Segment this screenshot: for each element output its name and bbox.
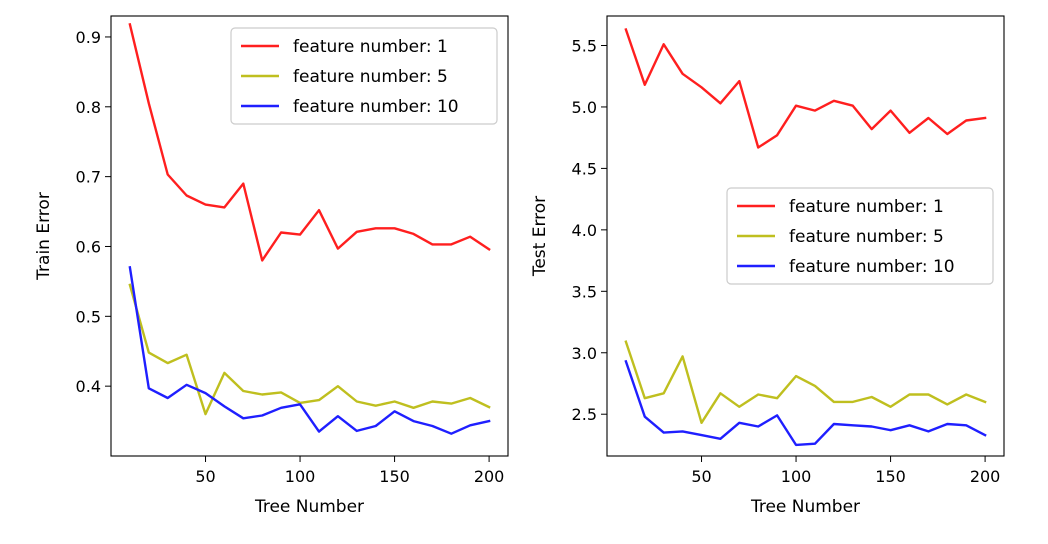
axes-frame bbox=[606, 15, 1005, 457]
legend-label-2: feature number: 5 bbox=[789, 227, 944, 247]
y-axis-label: Test Error bbox=[530, 196, 550, 277]
x-tick-label: 200 bbox=[970, 467, 1001, 486]
series-line-2 bbox=[624, 340, 987, 424]
series-line-1 bbox=[624, 27, 987, 149]
y-tick-label: 0.9 bbox=[76, 28, 101, 47]
y-tick-label: 2.5 bbox=[572, 405, 597, 424]
legend-label-2: feature number: 5 bbox=[293, 67, 448, 87]
legend: feature number: 1 feature number: 5 featur… bbox=[726, 187, 994, 285]
series-line-3 bbox=[128, 266, 491, 435]
y-tick-label: 0.8 bbox=[76, 98, 101, 117]
y-tick-label: 5.0 bbox=[572, 98, 597, 117]
legend-box bbox=[230, 27, 498, 125]
x-tick-label: 150 bbox=[875, 467, 906, 486]
series-line-1 bbox=[128, 22, 491, 262]
x-axis-label: Tree Number bbox=[750, 497, 860, 517]
y-tick-label: 0.7 bbox=[76, 168, 101, 187]
legend-label-3: feature number: 10 bbox=[293, 97, 459, 117]
y-tick-label: 0.6 bbox=[76, 237, 101, 256]
legend-box bbox=[726, 187, 994, 285]
y-tick-label: 0.4 bbox=[76, 377, 101, 396]
x-axis-label: Tree Number bbox=[254, 497, 364, 517]
y-tick-label: 0.5 bbox=[76, 307, 101, 326]
chart-panel-2: 50 100 150 200 2.5 3.0 3.5 4.0 4.5 5.0 5.5 Tree Num… bbox=[530, 15, 1005, 517]
x-tick-label: 50 bbox=[195, 467, 215, 486]
x-tick-label: 100 bbox=[781, 467, 812, 486]
series-line-3 bbox=[624, 359, 987, 447]
series-line-2 bbox=[128, 283, 491, 416]
y-tick-label: 4.0 bbox=[572, 221, 597, 240]
legend-label-3: feature number: 10 bbox=[789, 257, 955, 277]
y-tick-label: 3.0 bbox=[572, 344, 597, 363]
legend-label-1: feature number: 1 bbox=[789, 197, 944, 217]
x-tick-label: 200 bbox=[474, 467, 505, 486]
chart-panel-1: 50 100 150 200 0.4 0.5 0.6 0.7 0.8 0.9 Tree Number… bbox=[34, 15, 509, 517]
legend-label-1: feature number: 1 bbox=[293, 37, 448, 57]
y-axis-label: Train Error bbox=[34, 192, 54, 281]
x-tick-label: 100 bbox=[285, 467, 316, 486]
x-tick-label: 50 bbox=[691, 467, 711, 486]
y-tick-label: 4.5 bbox=[572, 159, 597, 178]
y-tick-label: 5.5 bbox=[572, 36, 597, 55]
x-tick-label: 150 bbox=[379, 467, 410, 486]
legend: feature number: 1 feature number: 5 featur… bbox=[230, 27, 498, 125]
y-tick-label: 3.5 bbox=[572, 282, 597, 301]
axes-frame bbox=[110, 15, 509, 457]
